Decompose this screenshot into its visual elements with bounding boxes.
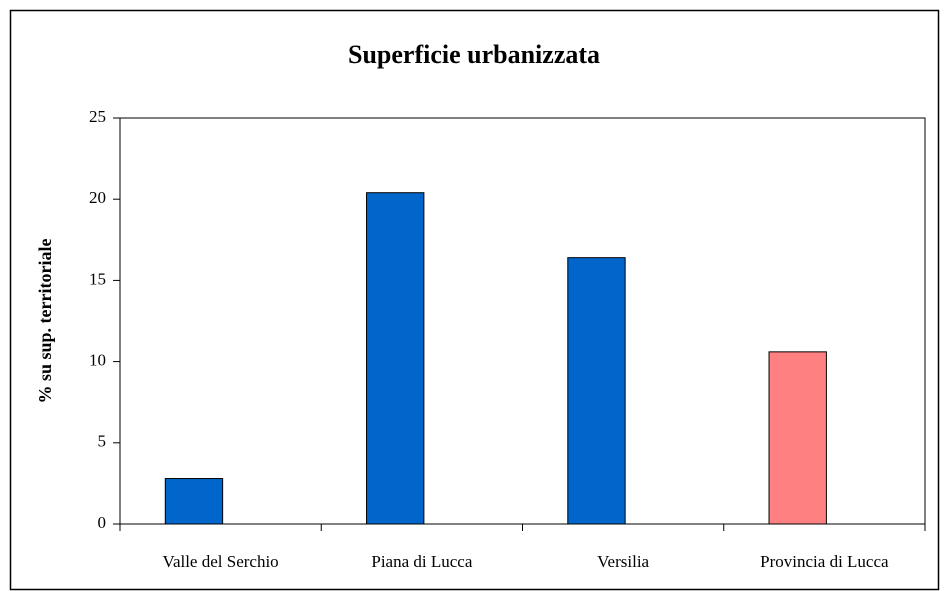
- y-tick-label: 25: [89, 107, 106, 126]
- x-tick-label: Piana di Lucca: [371, 552, 472, 571]
- y-tick-label: 10: [89, 351, 106, 370]
- bar: [366, 192, 425, 525]
- y-tick-label: 20: [89, 188, 106, 207]
- bar: [164, 478, 224, 525]
- y-axis-label: % su sup. territoriale: [35, 239, 55, 404]
- chart-title: Superficie urbanizzata: [348, 40, 600, 69]
- y-tick-label: 15: [89, 269, 106, 288]
- bar: [567, 257, 626, 525]
- y-tick-label: 5: [98, 432, 107, 451]
- bar: [768, 351, 827, 525]
- x-tick-label: Versilia: [597, 552, 649, 571]
- x-tick-label: Provincia di Lucca: [760, 552, 889, 571]
- y-tick-label: 0: [98, 513, 107, 532]
- x-tick-label: Valle del Serchio: [163, 552, 279, 571]
